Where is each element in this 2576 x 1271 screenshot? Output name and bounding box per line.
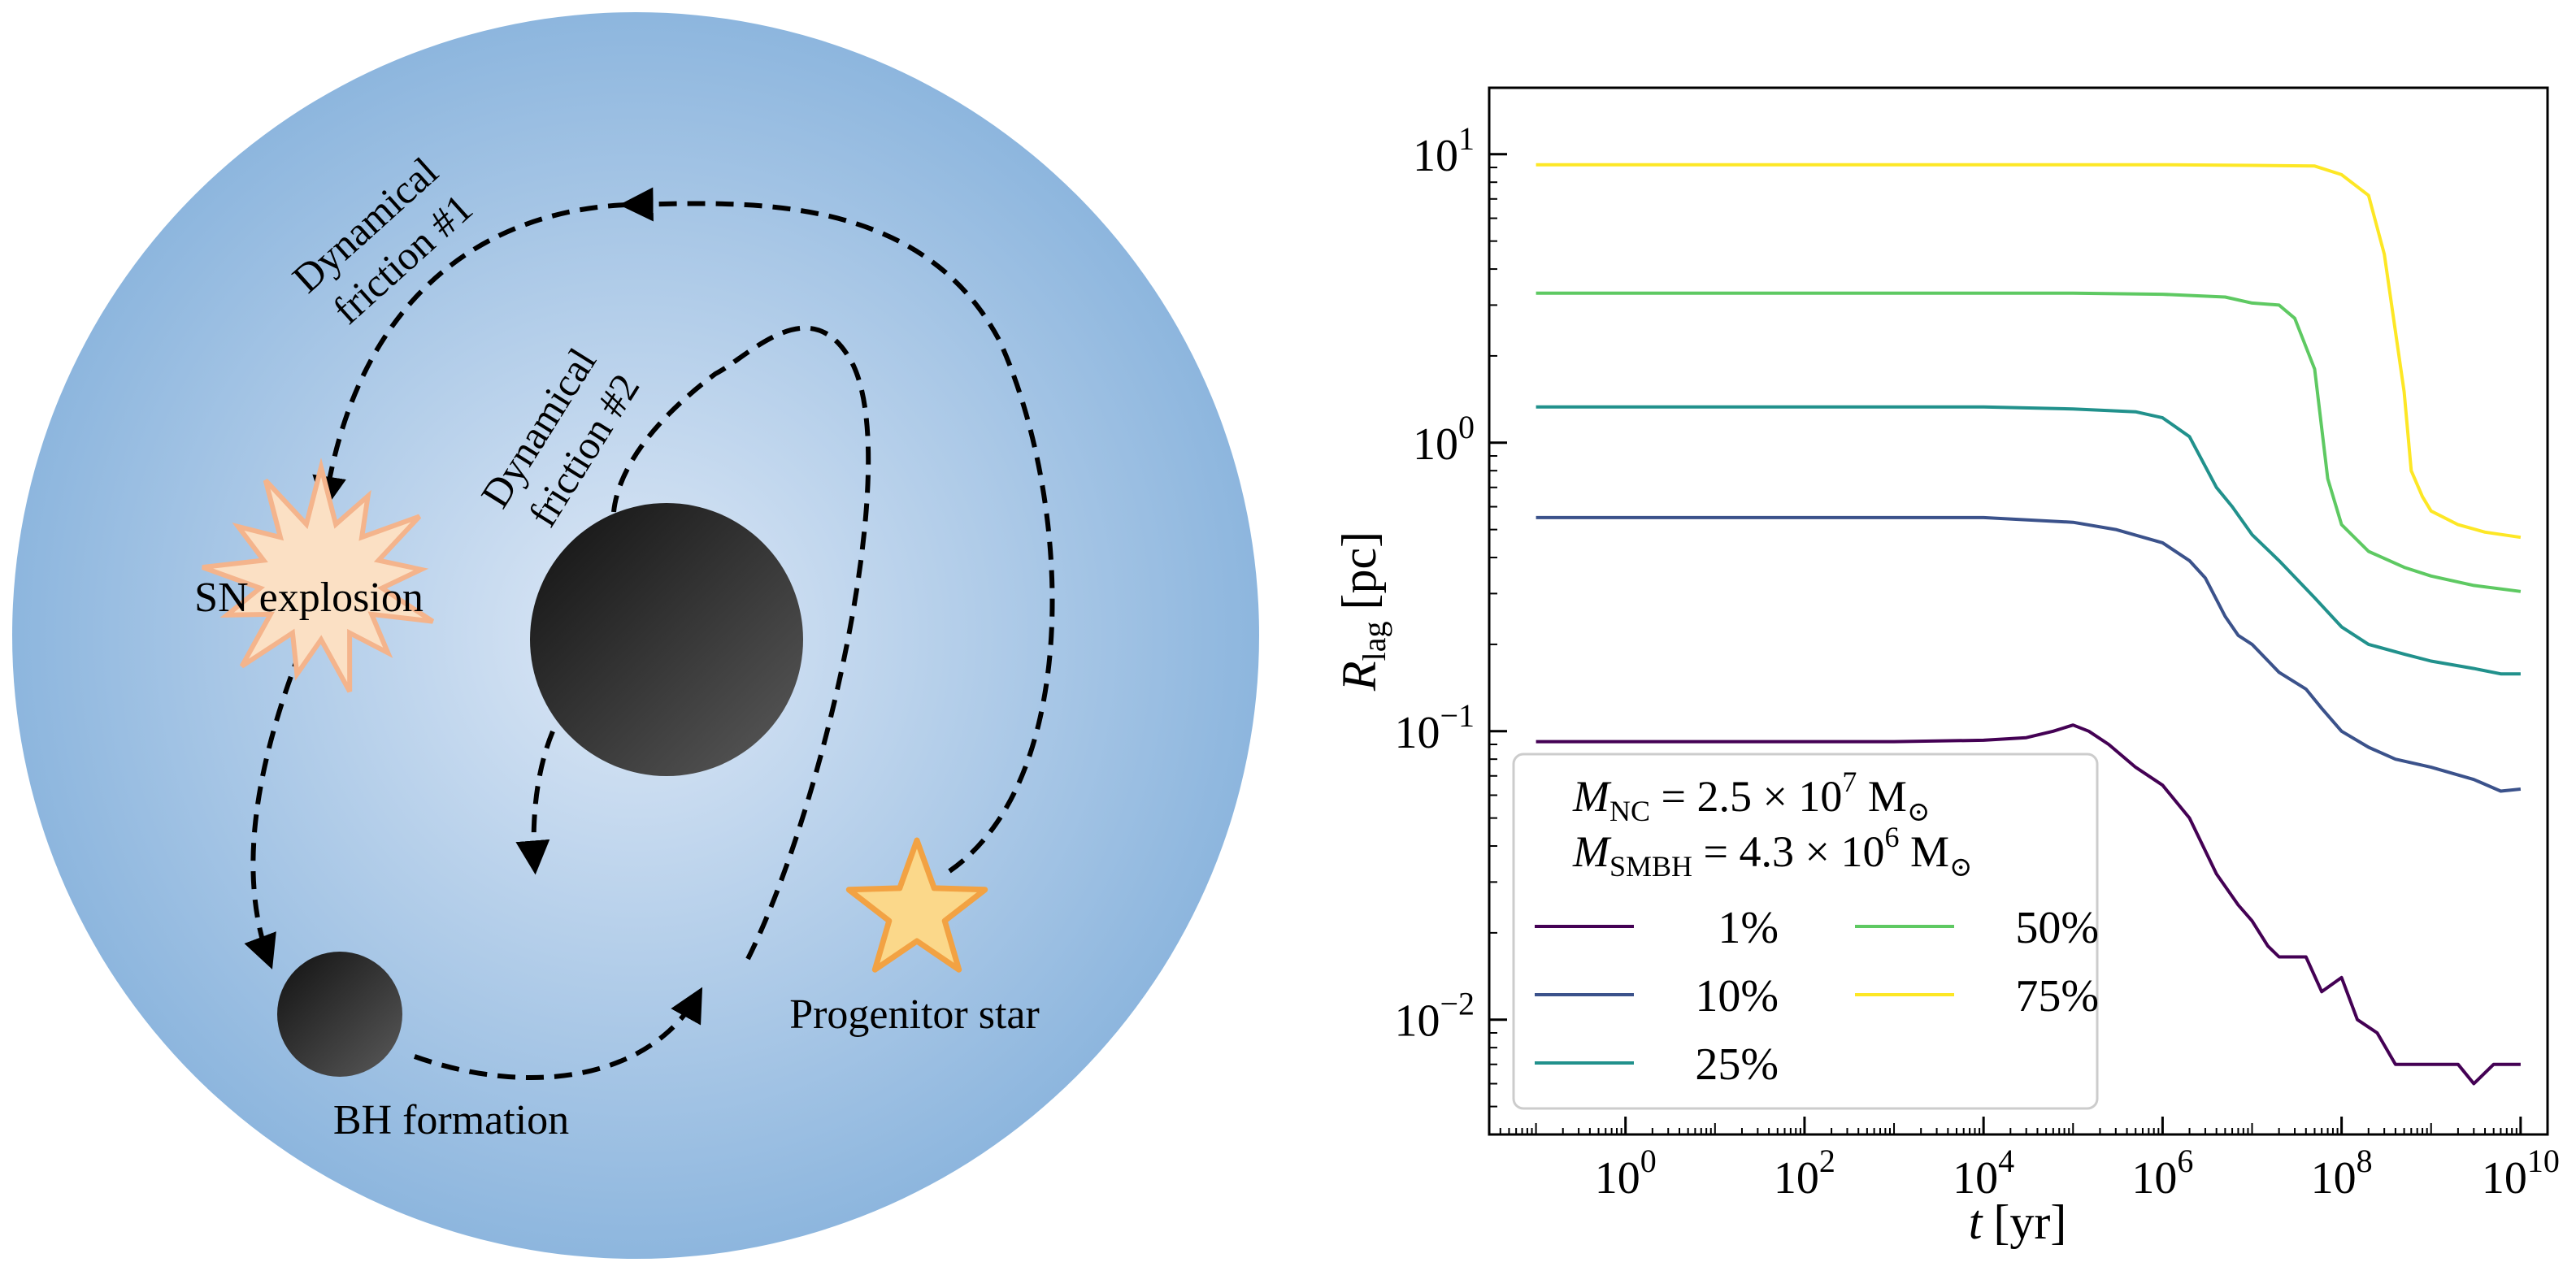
- y-axis-var: R: [1332, 661, 1386, 692]
- sn-explosion-burst-icon: [202, 458, 435, 693]
- legend-label: 25%: [1695, 1039, 1779, 1090]
- x-tick-label: 104: [1953, 1143, 2014, 1204]
- series-line-75pct: [1536, 163, 2522, 540]
- arrow-sn-to-bh: [244, 649, 303, 970]
- legend: MNC = 2.5 × 107 M⊙MSMBH = 4.3 × 106 M⊙ 1…: [1512, 753, 2099, 1110]
- progenitor-star-icon: [845, 837, 988, 973]
- legend-entries: 1% 10% 25% 50% 75%: [1535, 903, 2099, 1090]
- series-lines: [1536, 163, 2522, 1086]
- axis-ticks: 100 102 104 106 108 1010 10−2 10−1 100 101: [1394, 120, 2559, 1204]
- series-line-10pct: [1536, 515, 2522, 793]
- arrow-friction-2-inner: [515, 730, 555, 875]
- x-axis-var: t: [1969, 1195, 1983, 1249]
- nuclear-cluster-diagram: Dynamical friction #1 Dynamical friction…: [12, 12, 1259, 1259]
- legend-title: MNC = 2.5 × 107 M⊙MSMBH = 4.3 × 106 M⊙: [1572, 766, 1972, 883]
- y-tick-label: 101: [1413, 120, 1475, 181]
- legend-label: 75%: [2015, 971, 2099, 1022]
- smbh-sphere: [530, 503, 803, 776]
- x-tick-label: 102: [1774, 1143, 1835, 1204]
- y-tick-label: 100: [1413, 409, 1475, 470]
- series-line-50pct: [1536, 291, 2522, 593]
- legend-label: 50%: [2015, 903, 2099, 953]
- arrow-friction-2-loop: [611, 325, 871, 961]
- x-tick-label: 100: [1595, 1143, 1657, 1204]
- legend-title-line: MSMBH = 4.3 × 106 M⊙: [1572, 821, 1972, 883]
- x-axis-unit: [yr]: [1993, 1195, 2066, 1249]
- y-axis-unit: [pc]: [1332, 531, 1386, 610]
- y-axis-sub: lag: [1356, 622, 1392, 662]
- y-axis-label: Rlag [pc]: [1332, 531, 1392, 692]
- x-tick-label: 1010: [2482, 1143, 2560, 1204]
- label-bh-formation: BH formation: [333, 1097, 569, 1143]
- legend-box: [1512, 753, 2099, 1110]
- legend-title-line: MNC = 2.5 × 107 M⊙: [1572, 766, 1930, 827]
- legend-label: 1%: [1718, 903, 1779, 953]
- label-sn-explosion: SN explosion: [194, 575, 424, 621]
- x-tick-label: 106: [2131, 1143, 2193, 1204]
- black-hole-sphere: [277, 952, 402, 1077]
- y-tick-label: 10−2: [1394, 986, 1475, 1047]
- legend-label: 10%: [1695, 971, 1779, 1022]
- arrow-friction-1-descent: [312, 202, 627, 511]
- x-tick-label: 108: [2311, 1143, 2373, 1204]
- arrow-friction-1-upper: [619, 187, 1055, 874]
- series-line-1pct: [1536, 723, 2521, 1086]
- y-tick-label: 10−1: [1394, 697, 1475, 758]
- x-axis-label: t [yr]: [1969, 1195, 2067, 1249]
- label-progenitor-star: Progenitor star: [789, 991, 1040, 1038]
- series-line-25pct: [1536, 405, 2521, 676]
